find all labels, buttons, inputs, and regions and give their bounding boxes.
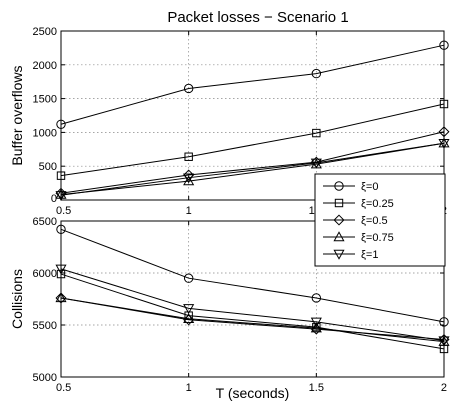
- legend-label: ξ=1: [361, 249, 378, 261]
- data-point-triangle-up: [183, 175, 195, 186]
- data-point-circle: [56, 224, 66, 235]
- data-point-triangle-down: [438, 139, 450, 149]
- collisions-panel: 0.5 1 1.5 2 5000 5500 6000 6500 Collisions T (sec…: [9, 216, 450, 401]
- series-line: [60, 228, 445, 323]
- series-line: [60, 142, 445, 196]
- y-tick-label: 5500: [33, 320, 57, 332]
- figure-title: Packet losses − Scenario 1: [167, 9, 348, 26]
- legend-marker-triangle-down: [333, 249, 345, 260]
- y-tick-label: 6500: [33, 216, 57, 228]
- series-square: [56, 99, 449, 180]
- legend: ξ=0 ξ=0.25 ξ=0.5 ξ=0.75 ξ=1: [314, 173, 446, 267]
- data-point-circle: [311, 293, 322, 303]
- data-point-triangle-up: [55, 188, 67, 199]
- x-axis-label: T (seconds): [216, 385, 290, 401]
- data-point-triangle-down: [438, 336, 450, 347]
- data-point-circle: [183, 273, 194, 283]
- data-point-diamond: [183, 169, 195, 181]
- series-line: [60, 44, 445, 125]
- y-tick-label: 2500: [33, 26, 57, 38]
- plot-area-frame: [60, 220, 445, 378]
- x-tick-label: 1: [186, 382, 192, 394]
- series-triangle-up: [55, 292, 450, 346]
- data-point-circle: [311, 68, 322, 79]
- series-triangle-down: [55, 264, 450, 347]
- data-point-circle: [439, 40, 449, 50]
- data-point-triangle-up: [183, 313, 195, 323]
- data-point-triangle-down: [55, 191, 67, 201]
- y-tick-label: 6000: [33, 268, 57, 280]
- y-tick-label: 1500: [33, 94, 57, 106]
- data-point-triangle-down: [310, 317, 322, 328]
- data-point-diamond: [438, 126, 450, 138]
- legend-label: ξ=0.25: [361, 198, 394, 210]
- data-point-triangle-down: [310, 158, 322, 169]
- y-tick-label: 5000: [33, 372, 57, 384]
- series-line: [60, 297, 445, 343]
- series-circle: [56, 40, 449, 129]
- y-axis-label: Buffer overflows: [9, 65, 25, 165]
- data-point-square: [312, 128, 321, 138]
- legend-label: ξ=0.5: [361, 215, 388, 227]
- series-triangle-down: [55, 139, 450, 201]
- x-tick-label: 1: [186, 205, 192, 217]
- series-line: [60, 131, 445, 194]
- legend-label: ξ=0: [361, 181, 378, 193]
- x-tick-label: 2: [441, 382, 447, 394]
- data-point-circle: [439, 317, 449, 327]
- series-line: [60, 273, 445, 350]
- data-point-triangle-down: [55, 264, 67, 275]
- x-tick-label: 1.5: [309, 382, 324, 394]
- plot-area-frame: [60, 30, 445, 201]
- series-line: [60, 268, 445, 342]
- data-point-square: [56, 269, 66, 279]
- y-axis-label: Collisions: [9, 269, 25, 329]
- legend-marker-circle: [334, 181, 344, 191]
- y-tick-label: 2000: [33, 60, 57, 72]
- y-tick-label: 1000: [33, 127, 57, 139]
- data-point-triangle-down: [183, 304, 195, 315]
- data-point-circle: [56, 119, 66, 129]
- data-point-triangle-up: [310, 322, 322, 333]
- series-line: [60, 103, 445, 177]
- data-point-triangle-up: [55, 292, 67, 303]
- y-tick-label: 500: [39, 161, 57, 173]
- series-diamond: [55, 292, 450, 346]
- buffer-overflows-panel: 0.511.5205001000150020002500Buffer overf…: [9, 26, 450, 217]
- legend-marker-diamond: [333, 214, 345, 226]
- data-point-square: [56, 171, 66, 180]
- legend-marker-square: [334, 198, 344, 208]
- data-point-diamond: [55, 292, 67, 304]
- legend-marker-triangle-up: [333, 231, 345, 242]
- data-point-square: [184, 152, 193, 161]
- y-tick-label: 0: [51, 193, 57, 205]
- series-line: [60, 297, 445, 341]
- data-point-square: [439, 99, 449, 109]
- x-tick-label: 0.5: [56, 382, 71, 394]
- x-tick-label: 0.5: [56, 205, 71, 217]
- series-circle: [56, 224, 449, 327]
- data-point-circle: [183, 83, 194, 94]
- legend-label: ξ=0.75: [361, 232, 394, 244]
- series-line: [60, 142, 445, 196]
- data-point-triangle-down: [183, 173, 195, 184]
